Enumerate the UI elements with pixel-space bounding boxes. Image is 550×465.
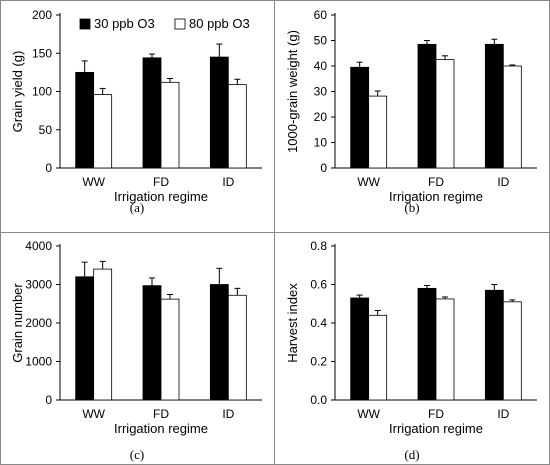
bar-low-ozone-fd <box>417 43 437 169</box>
x-tick-label: FD <box>153 407 169 421</box>
x-axis-title: Irrigation regime <box>389 421 483 436</box>
bar-low-ozone-ww <box>75 276 95 401</box>
x-tick-label: WW <box>357 175 380 189</box>
bar-high-ozone-fd <box>160 298 180 401</box>
panel-caption: (c) <box>130 447 144 462</box>
bar-low-ozone-id <box>484 43 504 169</box>
y-tick-label: 200 <box>32 8 52 22</box>
y-tick-label: 2000 <box>25 316 52 330</box>
y-tick-label: 3000 <box>25 278 52 292</box>
chart-panel-a: 0 50 100 150 200 WW FD ID Irrigation regime Grain… <box>10 8 262 215</box>
bar-low-ozone-ww <box>75 71 95 169</box>
bar-low-ozone-fd <box>417 287 437 401</box>
y-tick-label: 0 <box>320 161 327 175</box>
y-tick-label: 0.2 <box>310 355 327 369</box>
bar-low-ozone-fd <box>142 285 162 401</box>
bar-high-ozone-fd <box>435 298 455 401</box>
y-tick-label: 50 <box>39 123 53 137</box>
y-tick-label: 0.0 <box>310 393 327 407</box>
bar-low-ozone-id <box>209 284 229 401</box>
x-tick-label: WW <box>357 407 380 421</box>
panel-caption: (a) <box>130 200 144 215</box>
y-tick-label: 1000 <box>25 355 52 369</box>
bar-low-ozone-ww <box>350 297 370 401</box>
x-tick-label: WW <box>82 407 105 421</box>
y-tick-label: 0 <box>45 393 52 407</box>
bar-low-ozone-id <box>484 289 504 401</box>
x-tick-label: FD <box>428 407 444 421</box>
legend-label: 30 ppb O3 <box>94 16 155 31</box>
x-axis-title: Irrigation regime <box>389 189 483 204</box>
y-tick-label: 30 <box>314 85 328 99</box>
legend-label: 80 ppb O3 <box>189 16 250 31</box>
x-tick-label: ID <box>497 175 509 189</box>
bar-low-ozone-fd <box>142 57 162 169</box>
bar-high-ozone-ww <box>368 95 388 169</box>
y-axis-title: 1000-grain weight (g) <box>285 30 300 153</box>
y-tick-label: 20 <box>314 110 328 124</box>
y-tick-label: 0.4 <box>310 316 327 330</box>
y-tick-label: 4000 <box>25 239 52 253</box>
bar-high-ozone-fd <box>435 59 455 169</box>
panel-caption: (b) <box>404 200 419 215</box>
bar-high-ozone-id <box>502 65 522 169</box>
x-tick-label: ID <box>222 407 234 421</box>
y-tick-label: 10 <box>314 136 328 150</box>
x-tick-label: WW <box>82 175 105 189</box>
bar-high-ozone-ww <box>368 314 388 401</box>
chart-panel-c: 0 1000 2000 3000 4000 WW FD ID Irrigation regime… <box>10 239 262 462</box>
bar-high-ozone-fd <box>160 81 180 169</box>
bar-low-ozone-id <box>209 56 229 169</box>
chart-panel-b: 0 10 20 30 40 50 60 WW FD ID Irrigation regime 1000… <box>285 8 537 215</box>
y-axis-title: Grain number <box>10 283 25 363</box>
bar-high-ozone-id <box>227 84 247 169</box>
bar-low-ozone-ww <box>350 66 370 169</box>
bar-high-ozone-ww <box>93 94 113 169</box>
bar-high-ozone-id <box>502 301 522 401</box>
legend-swatch <box>79 18 91 30</box>
bar-high-ozone-ww <box>93 268 113 401</box>
y-tick-label: 50 <box>314 34 328 48</box>
y-tick-label: 150 <box>32 46 52 60</box>
x-axis-title: Irrigation regime <box>114 421 208 436</box>
y-tick-label: 40 <box>314 59 328 73</box>
x-tick-label: ID <box>222 175 234 189</box>
x-axis-title: Irrigation regime <box>114 189 208 204</box>
bar-high-ozone-id <box>227 294 247 401</box>
y-tick-label: 0 <box>45 161 52 175</box>
y-tick-label: 0.6 <box>310 278 327 292</box>
x-tick-label: FD <box>428 175 444 189</box>
y-axis-title: Grain yield (g) <box>10 51 25 133</box>
panel-caption: (d) <box>404 447 419 462</box>
y-tick-label: 60 <box>314 8 328 22</box>
legend-swatch <box>174 18 186 30</box>
y-axis-title: Harvest index <box>285 283 300 363</box>
chart-panel-d: 0.0 0.2 0.4 0.6 0.8 WW FD ID Irrigation regime Ha… <box>285 239 537 462</box>
x-tick-label: ID <box>497 407 509 421</box>
x-tick-label: FD <box>153 175 169 189</box>
y-tick-label: 0.8 <box>310 239 327 253</box>
y-tick-label: 100 <box>32 85 52 99</box>
